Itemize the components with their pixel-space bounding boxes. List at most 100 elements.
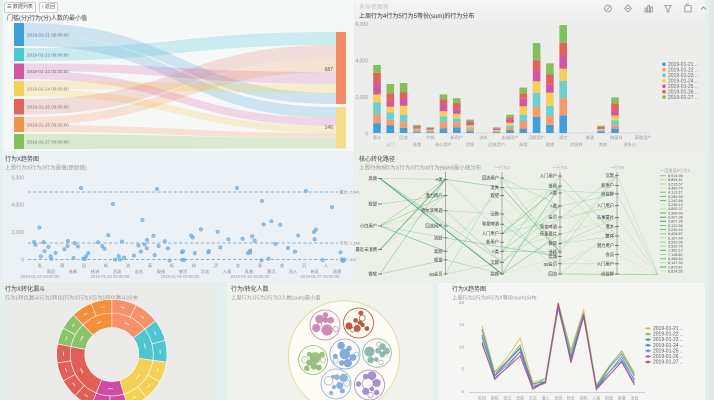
svg-text:未命名图表: 未命名图表 — [359, 3, 389, 11]
svg-text:4,000: 4,000 — [11, 203, 24, 209]
svg-text:潜: 潜 — [60, 262, 65, 269]
svg-text:低频: 低频 — [548, 183, 557, 190]
svg-text:4,000: 4,000 — [355, 59, 368, 65]
svg-text:核心用户: 核心用户 — [435, 141, 452, 148]
svg-text:上周行为X行为X行为X行为X行为(sum)最小值分布: 上周行为X行为X行为X行为X行为(sum)最小值分布 — [359, 164, 482, 172]
svg-text:乳: 乳 — [38, 262, 43, 268]
svg-text:流失: 流失 — [490, 184, 499, 191]
svg-text:活低: 活低 — [630, 395, 638, 400]
svg-text:尚尝鲜: 尚尝鲜 — [570, 141, 583, 148]
svg-text:低沉: 低沉 — [503, 395, 511, 400]
svg-text:新乳: 新乳 — [311, 268, 320, 275]
svg-text:2019-01-23 00:00:00: 2019-01-23 00:00:00 — [27, 69, 69, 74]
svg-text:观乳: 观乳 — [580, 395, 588, 400]
svg-text:2019-01-25 ..: 2019-01-25 .. — [653, 348, 683, 354]
svg-text:观: 观 — [258, 263, 263, 269]
svg-text:2019-01-24 ..: 2019-01-24 .. — [668, 79, 698, 85]
svg-text:沉默: 沉默 — [490, 211, 499, 218]
svg-text:微软: 微软 — [368, 271, 377, 278]
svg-text:入高: 入高 — [592, 395, 600, 400]
svg-text:核忠: 核忠 — [567, 395, 575, 400]
svg-text:沉默: 沉默 — [605, 172, 614, 179]
svg-text:核: 核 — [192, 262, 197, 269]
svg-text:平均: 1,148: 平均: 1,148 — [340, 240, 361, 246]
svg-text:行为X趋势图: 行为X趋势图 — [5, 155, 39, 163]
svg-text:核流: 核流 — [91, 268, 100, 275]
svg-text:忠诚: 忠诚 — [548, 253, 557, 260]
svg-text:活: 活 — [214, 262, 218, 269]
svg-text:回观: 回观 — [605, 396, 613, 400]
svg-text:〜行为5: 〜行为5 — [610, 164, 626, 171]
svg-text:微软: 微软 — [548, 240, 557, 247]
svg-text:乐事薧片: 乐事薧片 — [540, 231, 557, 238]
svg-text:乳回: 乳回 — [478, 395, 486, 400]
svg-text:沉默: 沉默 — [490, 259, 499, 266]
svg-text:低频: 低频 — [413, 141, 422, 148]
svg-text:2019-01-24 00:00:00: 2019-01-24 00:00:00 — [91, 274, 131, 279]
svg-text:2,000: 2,000 — [355, 95, 368, 101]
svg-text:行为1转化漏斗行为2转化(行为X行为X行为1转化漏斗)分布: 行为1转化漏斗行为2转化(行为X行为X行为1转化漏斗)分布 — [5, 294, 138, 302]
svg-text:普通: 普通 — [586, 134, 595, 141]
svg-text:上周行为1行为2行为3人数(sum)最小值: 上周行为1行为2行为3人数(sum)最小值 — [231, 294, 320, 302]
svg-text:2019-01-23 ..: 2019-01-23 .. — [653, 337, 683, 343]
svg-text:潜力: 潜力 — [559, 134, 567, 141]
svg-text:6,000: 6,000 — [355, 22, 368, 28]
svg-text:高潜: 高潜 — [618, 395, 626, 400]
svg-text:回流用户: 回流用户 — [482, 175, 499, 182]
svg-text:最小: 317: 最小: 317 — [340, 256, 358, 262]
svg-text:6,167.49: 6,167.49 — [668, 236, 683, 240]
svg-text:6,408.87: 6,408.87 — [668, 232, 683, 236]
svg-text:5,122.56: 5,122.56 — [668, 224, 683, 228]
svg-text:沉: 沉 — [302, 262, 307, 269]
svg-text:忠: 忠 — [236, 263, 240, 268]
svg-text:3,215.57: 3,215.57 — [668, 182, 683, 186]
svg-text:2,242.89: 2,242.89 — [668, 199, 683, 203]
svg-text:潜水: 潜水 — [605, 223, 614, 230]
svg-text:3,807.35: 3,807.35 — [668, 220, 683, 224]
svg-text:入: 入 — [324, 263, 329, 268]
svg-text:流失占: 流失占 — [623, 141, 636, 148]
svg-text:9,997.96: 9,997.96 — [668, 216, 683, 220]
svg-text:活跃: 活跃 — [466, 141, 475, 148]
svg-text:2019-01-26 ..: 2019-01-26 .. — [668, 90, 698, 96]
svg-text:中频: 中频 — [426, 134, 435, 141]
svg-text:3,235.10: 3,235.10 — [668, 203, 683, 207]
svg-text:2019-01-23 ..: 2019-01-23 .. — [668, 73, 698, 79]
svg-text:高频: 高频 — [368, 175, 377, 182]
svg-text:A类: A类 — [492, 248, 500, 255]
svg-text:8,894.41: 8,894.41 — [668, 178, 683, 182]
svg-text:沉默用户: 沉默用户 — [528, 134, 545, 141]
svg-text:2019-01-21 00:00:00: 2019-01-21 00:00:00 — [27, 32, 69, 37]
svg-text:2019-01-22 ..: 2019-01-22 .. — [668, 68, 698, 74]
svg-text:行为X趋势图: 行为X趋势图 — [452, 285, 486, 293]
svg-text:会员: 会员 — [605, 251, 614, 258]
svg-text:流潜: 流潜 — [333, 268, 342, 275]
svg-text:普: 普 — [280, 262, 284, 269]
svg-text:〜行为4: 〜行为4 — [553, 164, 569, 171]
svg-text:7,118.80: 7,118.80 — [668, 253, 683, 257]
svg-text:雪花啤酒: 雪花啤酒 — [482, 221, 500, 228]
svg-text:活跃: 活跃 — [434, 234, 443, 241]
svg-text:2019-01-23 00:00:00: 2019-01-23 00:00:00 — [21, 274, 61, 279]
svg-text:小白用户: 小白用户 — [360, 223, 377, 230]
svg-text:2019-01-26 00:00:00: 2019-01-26 00:00:00 — [231, 274, 271, 279]
svg-text:最大: 2,941: 最大: 2,941 — [340, 189, 361, 195]
svg-text:A类: A类 — [550, 190, 558, 197]
svg-text:2019-01-22 ..: 2019-01-22 .. — [653, 332, 683, 338]
svg-text:入门: 入门 — [386, 141, 394, 148]
svg-text:入门用户: 入门用户 — [482, 230, 499, 237]
svg-text:回流: 回流 — [399, 134, 408, 141]
svg-text:微留存: 微留存 — [610, 134, 623, 141]
svg-text:活高: 活高 — [113, 268, 121, 275]
svg-text:10: 10 — [459, 344, 465, 349]
svg-text:0: 0 — [21, 258, 24, 264]
svg-text:qq会员: qq会员 — [544, 260, 558, 267]
svg-text:核心转化路径: 核心转化路径 — [359, 155, 395, 163]
svg-text:会员: 会员 — [548, 214, 557, 221]
svg-text:潜力用户: 潜力用户 — [425, 192, 442, 199]
svg-text:5: 5 — [461, 367, 464, 372]
svg-text:忠诚用户: 忠诚用户 — [502, 134, 519, 141]
svg-text:观望: 观望 — [434, 256, 443, 263]
svg-text:沉忠: 沉忠 — [201, 268, 209, 275]
svg-text:尚尝鲜: 尚尝鲜 — [601, 190, 615, 197]
